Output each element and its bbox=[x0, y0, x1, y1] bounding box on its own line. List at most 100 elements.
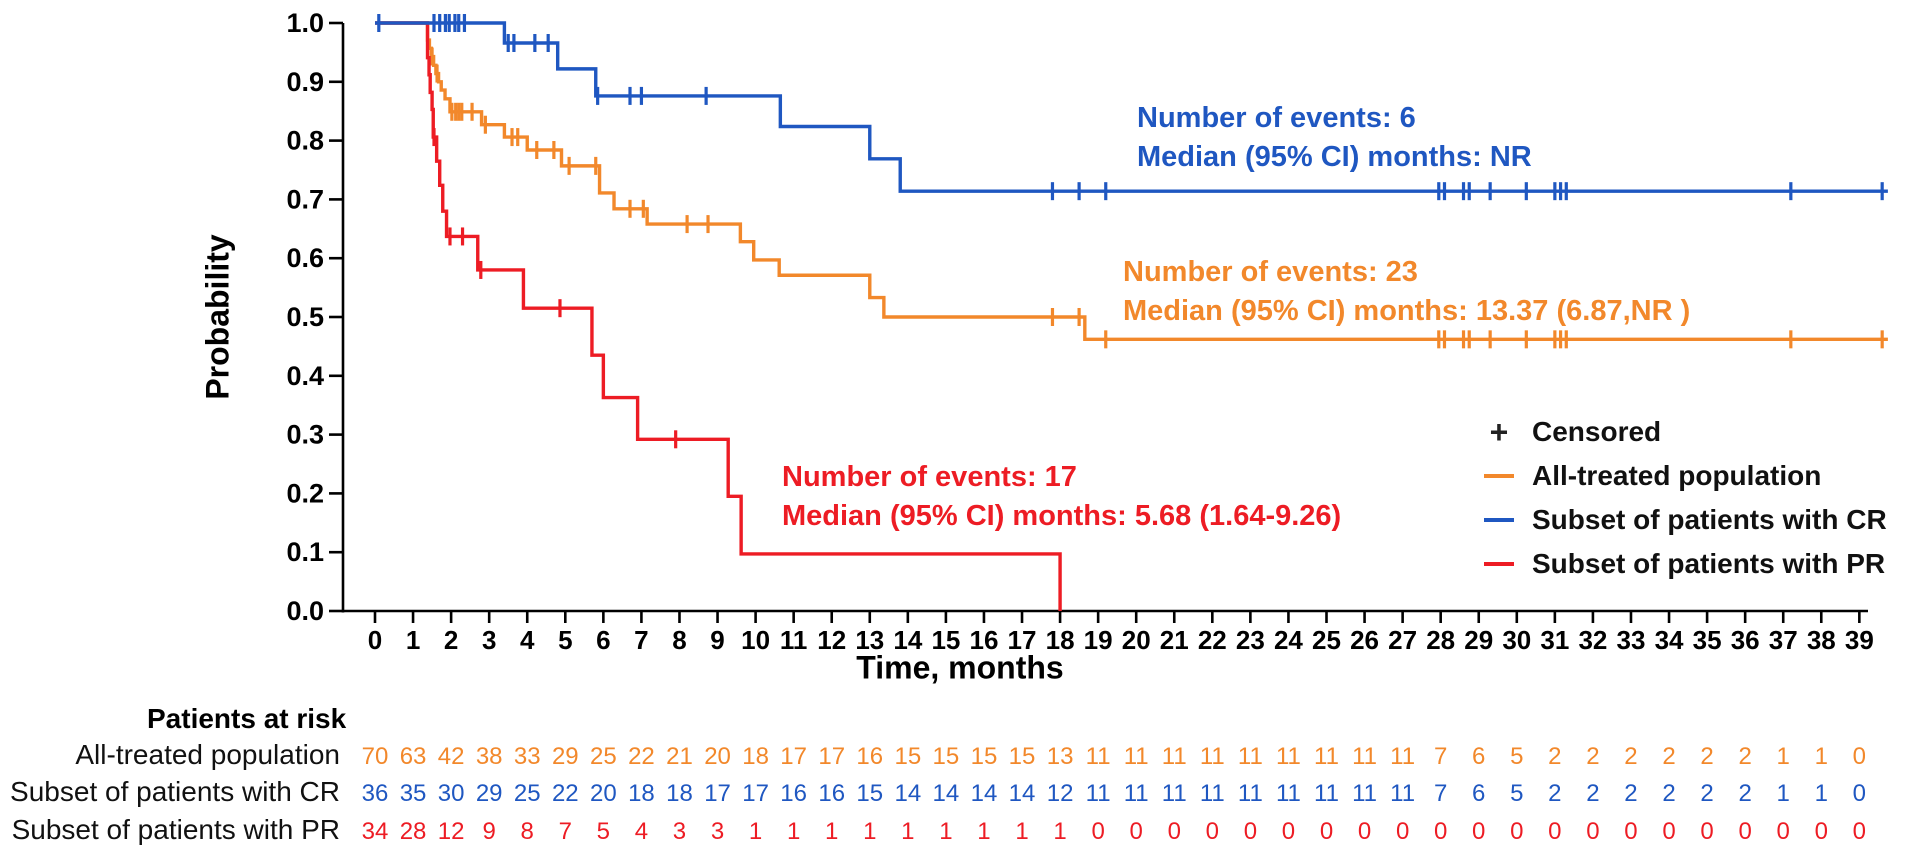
risk-count: 7 bbox=[559, 818, 572, 845]
x-tick-label: 6 bbox=[596, 625, 610, 655]
legend-label-pr: Subset of patients with PR bbox=[1532, 548, 1886, 579]
risk-count: 0 bbox=[1510, 818, 1523, 845]
risk-count: 18 bbox=[628, 780, 655, 807]
risk-count: 1 bbox=[1815, 780, 1828, 807]
legend-row-all-treated: All-treated population bbox=[1484, 454, 1887, 498]
risk-count: 1 bbox=[749, 818, 762, 845]
x-tick-label: 28 bbox=[1426, 625, 1455, 655]
x-tick-label: 16 bbox=[969, 625, 998, 655]
risk-count: 11 bbox=[1238, 743, 1263, 770]
risk-count: 2 bbox=[1548, 743, 1561, 770]
risk-count: 17 bbox=[818, 743, 845, 770]
annotation-pr: Number of events: 17 Median (95% CI) mon… bbox=[782, 458, 1341, 536]
risk-count: 18 bbox=[742, 743, 769, 770]
risk-count: 11 bbox=[1352, 780, 1377, 807]
risk-count: 11 bbox=[1276, 743, 1301, 770]
risk-count: 1 bbox=[1015, 818, 1028, 845]
risk-count: 16 bbox=[780, 780, 807, 807]
risk-count: 4 bbox=[635, 818, 648, 845]
risk-count: 2 bbox=[1738, 780, 1751, 807]
x-tick-label: 37 bbox=[1769, 625, 1798, 655]
y-tick-label: 0.9 bbox=[286, 67, 324, 97]
risk-row-label-cr: Subset of patients with CR bbox=[10, 776, 340, 807]
risk-count: 8 bbox=[521, 818, 534, 845]
x-tick-label: 26 bbox=[1350, 625, 1379, 655]
risk-count: 0 bbox=[1320, 818, 1333, 845]
x-tick-label: 8 bbox=[672, 625, 686, 655]
risk-count: 0 bbox=[1738, 818, 1751, 845]
risk-count: 13 bbox=[1047, 743, 1074, 770]
y-tick-label: 0.8 bbox=[286, 126, 324, 156]
risk-count: 2 bbox=[1624, 780, 1637, 807]
legend-row-cr: Subset of patients with CR bbox=[1484, 498, 1887, 542]
risk-count: 2 bbox=[1586, 780, 1599, 807]
risk-count: 11 bbox=[1276, 780, 1301, 807]
risk-count: 17 bbox=[780, 743, 807, 770]
risk-count: 42 bbox=[438, 743, 465, 770]
x-tick-label: 22 bbox=[1198, 625, 1227, 655]
risk-count: 3 bbox=[711, 818, 724, 845]
risk-count: 28 bbox=[400, 818, 427, 845]
risk-count: 16 bbox=[856, 743, 883, 770]
risk-count: 29 bbox=[552, 743, 579, 770]
risk-count: 0 bbox=[1700, 818, 1713, 845]
risk-count: 70 bbox=[362, 743, 389, 770]
risk-count: 17 bbox=[704, 780, 731, 807]
annotation-pr-median: Median (95% CI) months: 5.68 (1.64-9.26) bbox=[782, 500, 1342, 532]
y-tick-label: 0.5 bbox=[286, 302, 324, 332]
risk-count: 12 bbox=[1047, 780, 1074, 807]
risk-count: 0 bbox=[1358, 818, 1371, 845]
x-axis-title: Time, months bbox=[856, 649, 1064, 686]
risk-count: 15 bbox=[894, 743, 921, 770]
risk-count: 1 bbox=[939, 818, 952, 845]
x-tick-label: 27 bbox=[1388, 625, 1417, 655]
y-tick-label: 0.3 bbox=[286, 420, 324, 450]
y-tick-label: 1.0 bbox=[286, 8, 324, 38]
risk-count: 0 bbox=[1853, 743, 1866, 770]
risk-count: 0 bbox=[1777, 818, 1790, 845]
risk-count: 1 bbox=[1053, 818, 1066, 845]
risk-count: 11 bbox=[1238, 780, 1263, 807]
km-curve-red bbox=[375, 21, 1062, 611]
x-tick-label: 33 bbox=[1617, 625, 1646, 655]
risk-count: 2 bbox=[1700, 743, 1713, 770]
risk-count: 1 bbox=[825, 818, 838, 845]
risk-count: 25 bbox=[590, 743, 617, 770]
risk-count: 11 bbox=[1124, 780, 1149, 807]
risk-count: 20 bbox=[704, 743, 731, 770]
risk-count: 0 bbox=[1853, 780, 1866, 807]
legend-label-cr: Subset of patients with CR bbox=[1532, 504, 1887, 535]
risk-count: 22 bbox=[552, 780, 579, 807]
censored-plus-icon: + bbox=[1489, 414, 1509, 450]
risk-count: 11 bbox=[1086, 780, 1111, 807]
risk-count: 11 bbox=[1086, 743, 1111, 770]
x-tick-label: 25 bbox=[1312, 625, 1341, 655]
y-tick-label: 0.1 bbox=[286, 537, 324, 567]
x-tick-label: 7 bbox=[634, 625, 648, 655]
annotation-pr-events: Number of events: 17 bbox=[782, 461, 1077, 493]
risk-count: 2 bbox=[1586, 743, 1599, 770]
risk-count: 3 bbox=[673, 818, 686, 845]
risk-count: 33 bbox=[514, 743, 541, 770]
annotation-all-treated: Number of events: 23 Median (95% CI) mon… bbox=[1123, 253, 1690, 331]
x-tick-label: 39 bbox=[1845, 625, 1874, 655]
legend-swatch-all-treated-icon bbox=[1484, 474, 1514, 478]
legend-label-all-treated: All-treated population bbox=[1532, 460, 1822, 491]
risk-count: 1 bbox=[863, 818, 876, 845]
risk-count: 1 bbox=[1777, 743, 1790, 770]
y-tick-label: 0.6 bbox=[286, 243, 324, 273]
risk-count: 30 bbox=[438, 780, 465, 807]
y-tick-label: 0.7 bbox=[286, 184, 324, 214]
risk-count: 0 bbox=[1396, 818, 1409, 845]
x-tick-label: 23 bbox=[1236, 625, 1265, 655]
x-tick-label: 21 bbox=[1160, 625, 1189, 655]
x-tick-label: 35 bbox=[1693, 625, 1722, 655]
risk-count: 0 bbox=[1206, 818, 1219, 845]
y-axis-title: Probability bbox=[199, 234, 236, 400]
risk-count: 0 bbox=[1853, 818, 1866, 845]
risk-count: 11 bbox=[1314, 743, 1339, 770]
x-tick-label: 3 bbox=[482, 625, 496, 655]
risk-count: 0 bbox=[1168, 818, 1181, 845]
risk-count: 1 bbox=[977, 818, 990, 845]
